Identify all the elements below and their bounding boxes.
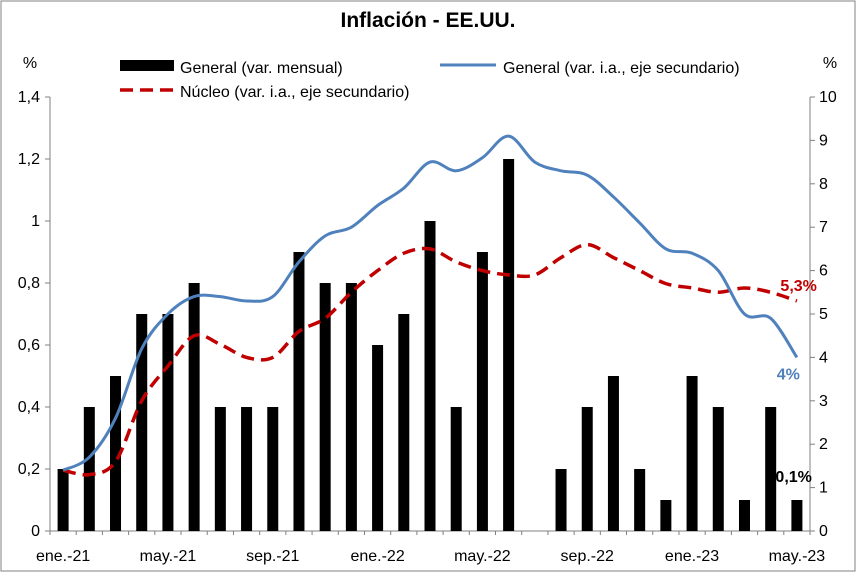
right-axis-tick-label: 10 xyxy=(819,89,837,106)
bar-general-monthly xyxy=(241,407,253,531)
data-label-annotation: 5,3% xyxy=(780,278,816,295)
right-axis-tick-label: 5 xyxy=(819,306,828,323)
bar-general-monthly xyxy=(503,159,515,531)
bar-general-monthly xyxy=(424,221,436,531)
bar-general-monthly xyxy=(581,407,593,531)
bar-general-monthly xyxy=(57,469,69,531)
x-axis-tick-label: may.-22 xyxy=(454,548,511,565)
x-axis-tick-label: ene.-23 xyxy=(665,548,719,565)
bar-general-monthly xyxy=(136,314,148,531)
legend-label-bar: General (var. mensual) xyxy=(180,60,343,77)
left-axis-tick-label: 0,2 xyxy=(18,461,40,478)
right-axis-tick-label: 6 xyxy=(819,263,828,280)
right-axis-tick-label: 0 xyxy=(819,523,828,540)
line-core-yoy xyxy=(62,242,798,477)
x-axis-tick-label: sep.-22 xyxy=(561,548,614,565)
right-axis-tick-label: 4 xyxy=(819,349,828,366)
left-axis-tick-label: 0,4 xyxy=(18,399,40,416)
bar-general-monthly xyxy=(660,500,672,531)
bar-general-monthly xyxy=(738,500,750,531)
right-axis-tick-label: 2 xyxy=(819,436,828,453)
bar-general-monthly xyxy=(476,252,488,531)
bar-general-monthly xyxy=(372,345,384,531)
data-label-annotation: 4% xyxy=(777,366,800,383)
legend-swatch-bar xyxy=(120,60,174,71)
left-axis-tick-label: 0,8 xyxy=(18,275,40,292)
bar-general-monthly xyxy=(267,407,279,531)
data-label-annotation: 0,1% xyxy=(775,469,811,486)
left-axis-tick-label: 0,6 xyxy=(18,337,40,354)
right-axis-tick-label: 9 xyxy=(819,132,828,149)
bar-general-monthly xyxy=(188,283,200,531)
bar-general-monthly xyxy=(765,407,777,531)
bar-general-monthly xyxy=(607,376,619,531)
legend-label-general-line: General (var. i.a., eje secundario) xyxy=(503,60,740,77)
left-axis-tick-label: 1,4 xyxy=(18,89,40,106)
x-axis-tick-label: may.-21 xyxy=(140,548,197,565)
left-axis-unit: % xyxy=(23,55,37,72)
plot-area: 0 0,2 0,4 0,6 0,8 1 1,2 1,4 0 1 2 3 4 5 6 7 8 9 10 ene.-21 m… xyxy=(18,89,837,565)
bar-general-monthly xyxy=(712,407,724,531)
line-general-yoy xyxy=(62,134,799,472)
chart-title: Inflación - EE.UU. xyxy=(340,9,515,32)
x-axis-tick-label: sep.-21 xyxy=(246,548,299,565)
bar-general-monthly xyxy=(398,314,410,531)
bar-general-monthly xyxy=(555,469,567,531)
bar-general-monthly xyxy=(686,376,698,531)
bar-general-monthly xyxy=(162,314,174,531)
right-axis-tick-label: 3 xyxy=(819,393,828,410)
x-axis-tick-label: ene.-22 xyxy=(350,548,404,565)
bar-general-monthly xyxy=(110,376,122,531)
left-axis-tick-label: 0 xyxy=(31,523,40,540)
left-axis-tick-label: 1 xyxy=(31,213,40,230)
legend-label-core-line: Núcleo (var. i.a., eje secundario) xyxy=(180,84,409,101)
bar-general-monthly xyxy=(791,500,803,531)
legend: General (var. mensual) General (var. i.a… xyxy=(120,60,740,101)
bar-general-monthly xyxy=(293,252,305,531)
bar-general-monthly xyxy=(319,283,331,531)
bar-general-monthly xyxy=(83,407,95,531)
right-axis-unit: % xyxy=(823,55,837,72)
bar-general-monthly xyxy=(450,407,462,531)
right-axis-tick-label: 1 xyxy=(819,480,828,497)
right-axis-tick-label: 8 xyxy=(819,176,828,193)
right-axis-tick-label: 7 xyxy=(819,219,828,236)
bar-general-monthly xyxy=(214,407,226,531)
x-axis-tick-label: ene.-21 xyxy=(36,548,90,565)
left-axis-tick-label: 1,2 xyxy=(18,151,40,168)
bar-general-monthly xyxy=(345,283,357,531)
x-axis-tick-label: may.-23 xyxy=(769,548,826,565)
bar-general-monthly xyxy=(634,469,646,531)
